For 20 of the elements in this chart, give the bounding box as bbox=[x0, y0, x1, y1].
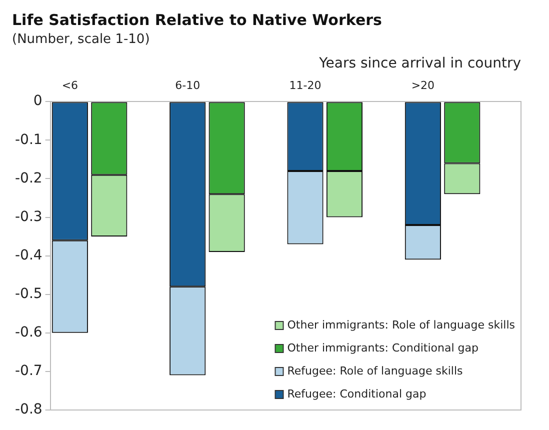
y-tick-label: -0.8 bbox=[14, 402, 42, 418]
legend-label: Refugee: Role of language skills bbox=[287, 364, 464, 378]
y-tick-label: -0.5 bbox=[14, 286, 42, 302]
y-tick-label: -0.6 bbox=[14, 324, 42, 341]
y-tick-label: 0 bbox=[33, 93, 42, 110]
chart-subtitle: (Number, scale 1-10) bbox=[12, 32, 150, 48]
y-tick-label: -0.3 bbox=[14, 208, 42, 225]
y-tick-label: -0.2 bbox=[14, 170, 42, 186]
x-axis-title: Years since arrival in country bbox=[318, 56, 521, 72]
y-tick-label: -0.1 bbox=[14, 132, 42, 148]
x-tick-label: 11-20 bbox=[289, 78, 322, 92]
x-tick-label: 6-10 bbox=[175, 78, 200, 92]
legend-label: Refugee: Conditional gap bbox=[287, 387, 426, 400]
x-tick-label: <6 bbox=[62, 78, 78, 92]
legend-label: Other immigrants: Conditional gap bbox=[287, 341, 478, 354]
x-tick-label: >20 bbox=[411, 78, 435, 92]
chart-title: Life Satisfaction Relative to Native Workers bbox=[12, 10, 382, 29]
y-tick-label: -0.4 bbox=[14, 247, 42, 264]
y-tick-label: -0.7 bbox=[14, 363, 42, 380]
legend-label: Other immigrants: Role of language skills bbox=[287, 318, 516, 332]
